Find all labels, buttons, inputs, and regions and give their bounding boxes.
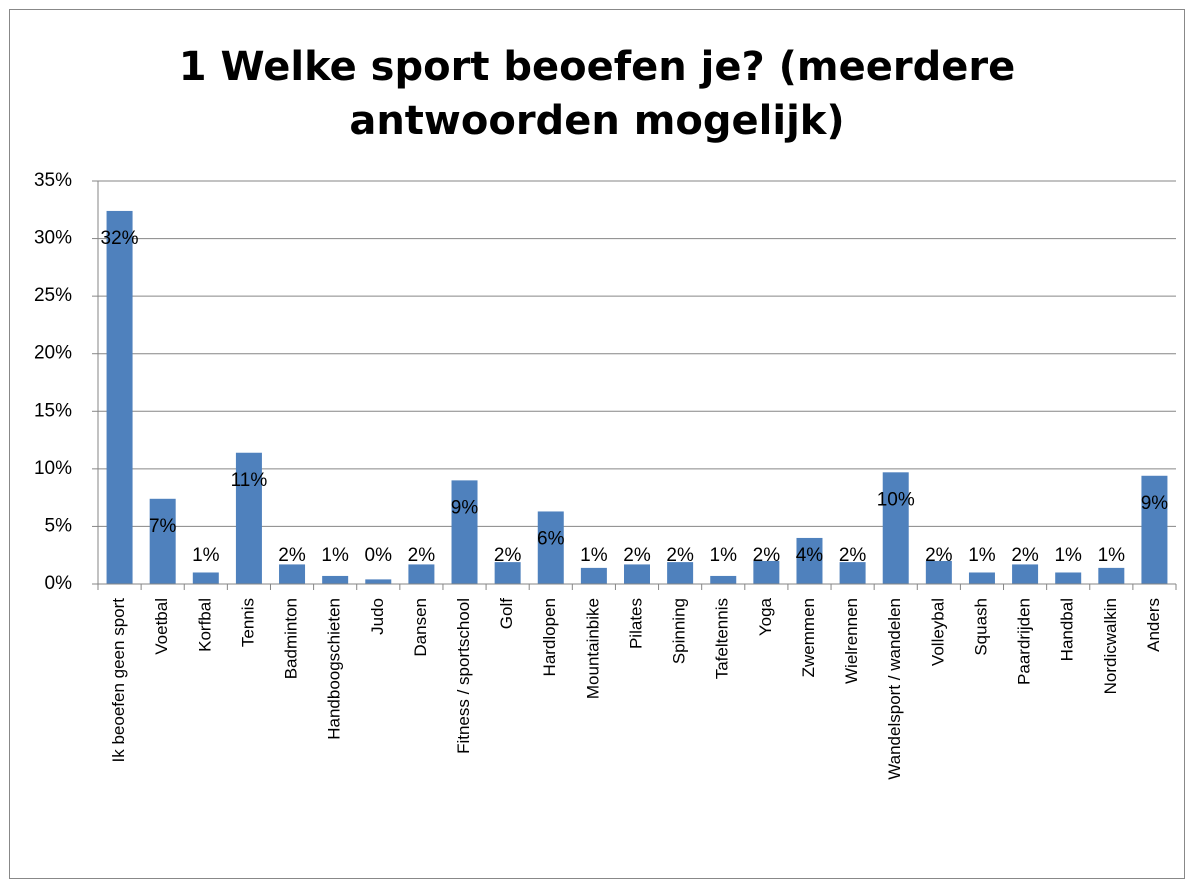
y-tick-label: 0% bbox=[45, 573, 73, 594]
bar bbox=[235, 452, 262, 584]
data-label: 2% bbox=[623, 545, 651, 566]
x-tick-label: Ik beoefen geen sport bbox=[109, 598, 128, 763]
bar bbox=[796, 537, 823, 584]
data-label: 1% bbox=[1098, 545, 1126, 566]
chart-border bbox=[9, 9, 1185, 879]
data-label: 32% bbox=[101, 228, 139, 249]
bar bbox=[106, 210, 133, 585]
x-tick-label: Zwemmen bbox=[799, 598, 818, 677]
x-tick-label: Yoga bbox=[756, 597, 775, 636]
bar bbox=[279, 564, 306, 584]
x-tick-label: Judo bbox=[368, 598, 387, 635]
bar bbox=[322, 575, 349, 584]
bar bbox=[408, 564, 435, 584]
bar bbox=[192, 572, 219, 584]
data-label: 1% bbox=[1054, 545, 1082, 566]
bar bbox=[624, 564, 650, 584]
x-tick-label: Tafeltennis bbox=[713, 598, 732, 679]
x-tick-label: Badminton bbox=[282, 598, 301, 679]
data-label: 2% bbox=[408, 545, 436, 566]
data-label: 1% bbox=[710, 545, 738, 566]
bar bbox=[882, 472, 909, 584]
x-tick-label: Wandelsport / wandelen bbox=[885, 598, 904, 780]
bar bbox=[839, 562, 866, 584]
data-label: 1% bbox=[192, 545, 220, 566]
y-tick-label: 30% bbox=[34, 228, 72, 249]
y-tick-label: 35% bbox=[34, 170, 72, 191]
data-label: 1% bbox=[968, 545, 996, 566]
bar bbox=[667, 562, 694, 584]
bar bbox=[149, 498, 176, 584]
x-tick-label: Pilates bbox=[626, 598, 645, 649]
data-label: 1% bbox=[580, 545, 608, 566]
x-tick-label: Handboogschieten bbox=[325, 598, 344, 740]
bar bbox=[537, 511, 564, 584]
bar bbox=[1055, 572, 1082, 584]
y-tick-label: 5% bbox=[45, 515, 73, 536]
data-label: 7% bbox=[149, 516, 177, 537]
data-label: 1% bbox=[321, 545, 349, 566]
x-tick-label: Paardrijden bbox=[1015, 598, 1034, 685]
bar bbox=[1141, 475, 1168, 584]
x-tick-label: Tennis bbox=[238, 598, 257, 647]
x-tick-label: Wielrennen bbox=[842, 598, 861, 684]
chart-title: 1 Welke sport beoefen je? (meerdere antw… bbox=[178, 44, 1016, 144]
y-tick-label: 25% bbox=[34, 285, 72, 306]
bar bbox=[494, 562, 521, 584]
bar bbox=[968, 572, 995, 584]
bar bbox=[451, 480, 478, 584]
data-label: 2% bbox=[839, 545, 867, 566]
x-tick-label: Spinning bbox=[670, 598, 689, 664]
data-label: 2% bbox=[494, 545, 522, 566]
data-label: 0% bbox=[365, 545, 393, 566]
x-tick-label: Voetbal bbox=[152, 598, 171, 655]
x-tick-label: Handbal bbox=[1058, 598, 1077, 661]
x-tick-label: Mountainbike bbox=[583, 598, 602, 699]
bar bbox=[1098, 567, 1125, 584]
data-label: 2% bbox=[1011, 545, 1039, 566]
data-label: 9% bbox=[1141, 493, 1169, 514]
x-tick-label: Hardlopen bbox=[540, 598, 559, 676]
x-tick-label: Golf bbox=[497, 598, 516, 629]
data-label: 2% bbox=[278, 545, 306, 566]
x-tick-label: Nordicwalkin bbox=[1101, 598, 1120, 694]
data-label: 2% bbox=[753, 545, 781, 566]
x-tick-label: Anders bbox=[1144, 598, 1163, 652]
y-tick-label: 15% bbox=[34, 400, 72, 421]
data-label: 6% bbox=[537, 528, 565, 549]
x-tick-label: Fitness / sportschool bbox=[454, 598, 473, 754]
data-label: 4% bbox=[796, 545, 824, 566]
bar bbox=[710, 575, 737, 584]
data-label: 2% bbox=[925, 545, 953, 566]
bar bbox=[1012, 564, 1039, 584]
x-tick-label: Squash bbox=[971, 598, 990, 656]
x-tick-label: Volleybal bbox=[928, 598, 947, 666]
y-tick-label: 20% bbox=[34, 343, 72, 364]
data-label: 9% bbox=[451, 497, 479, 518]
bar bbox=[925, 560, 952, 584]
x-tick-label: Dansen bbox=[411, 598, 430, 657]
bar bbox=[753, 560, 780, 584]
data-label: 2% bbox=[666, 545, 694, 566]
x-tick-label: Korfbal bbox=[195, 598, 214, 652]
bar bbox=[365, 579, 392, 584]
data-label: 11% bbox=[231, 470, 268, 491]
data-label: 10% bbox=[877, 489, 915, 510]
y-tick-label: 10% bbox=[34, 458, 72, 479]
bar bbox=[580, 567, 607, 584]
